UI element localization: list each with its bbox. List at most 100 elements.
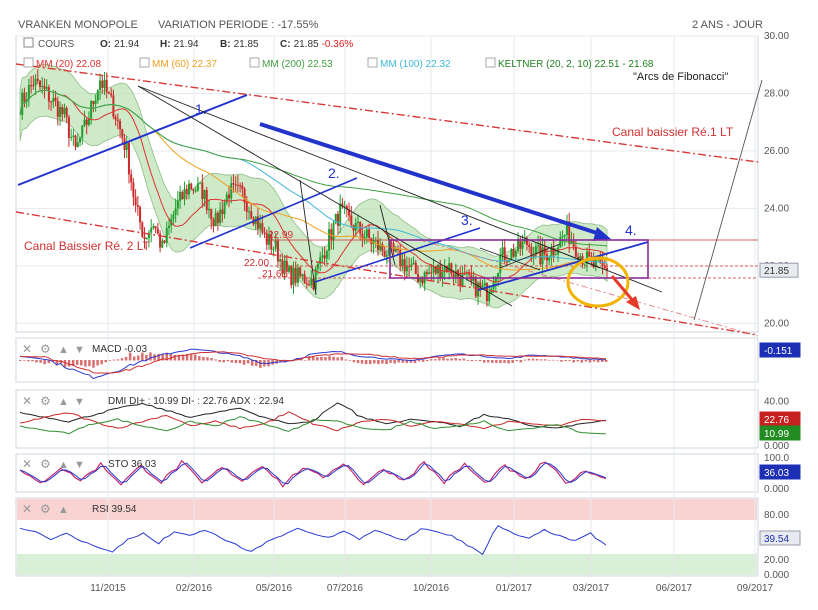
macd-histogram-bar — [67, 360, 71, 367]
sto-y-tick: 100.0 — [764, 453, 789, 464]
legend-checkbox[interactable] — [485, 57, 496, 68]
x-tick-label: 02/2016 — [176, 583, 213, 594]
sto-header: ✕ ⚙ ▲ ▼ STO 36.03 — [22, 457, 157, 471]
price-layer — [19, 63, 608, 309]
candle-body — [441, 271, 444, 279]
candle-body — [130, 174, 133, 183]
macd-histogram-bar — [246, 360, 250, 364]
macd-histogram-bar — [132, 356, 136, 361]
macd-header: ✕ ⚙ ▲ ▼ MACD -0.03 — [22, 342, 147, 356]
rsi-close-icon[interactable]: ✕ — [22, 502, 32, 516]
candle-body — [403, 259, 406, 272]
candle-body — [606, 268, 608, 271]
mm-20-line — [19, 89, 608, 283]
dmi-panel-frame — [15, 389, 759, 449]
macd-histogram-bar — [157, 353, 160, 361]
breakout-arrow-head — [626, 296, 640, 310]
legend-checkbox[interactable] — [23, 57, 34, 68]
candle-body — [343, 206, 346, 208]
candle-body — [532, 255, 535, 257]
cours-checkbox[interactable] — [23, 37, 34, 48]
candle-body — [354, 223, 357, 231]
candle-body — [165, 227, 168, 243]
macd-histogram-bar — [340, 356, 343, 361]
candle-body — [183, 188, 186, 200]
candle-body — [550, 248, 553, 258]
macd-histogram-bar — [373, 360, 376, 364]
legend-checkbox[interactable] — [249, 57, 260, 68]
candle-body — [372, 240, 375, 244]
macd-histogram-bar — [112, 359, 116, 361]
candle-body — [85, 119, 88, 125]
candle-body — [450, 263, 453, 274]
macd-histogram-bar — [96, 360, 99, 366]
legend-entry: MM (20) 22.08 — [36, 59, 101, 70]
macd-histogram-bar — [425, 360, 429, 362]
candle-body — [261, 223, 264, 233]
dmi-down-icon[interactable]: ▼ — [74, 396, 85, 408]
candle-body — [232, 183, 235, 185]
macd-down-icon[interactable]: ▼ — [74, 344, 85, 356]
candle-body — [448, 263, 451, 272]
macd-gear-icon[interactable]: ⚙ — [40, 342, 51, 356]
x-tick-label: 09/2017 — [737, 583, 774, 594]
candle-body — [310, 278, 313, 286]
macd-histogram-bar — [145, 354, 148, 361]
legend-checkbox[interactable] — [139, 57, 150, 68]
macd-histogram-bar — [576, 360, 580, 362]
macd-last-value: -0.151 — [764, 346, 793, 357]
sto-gear-icon[interactable]: ⚙ — [40, 457, 51, 471]
sto-up-icon[interactable]: ▲ — [58, 459, 69, 471]
macd-close-icon[interactable]: ✕ — [22, 342, 32, 356]
candle-body — [101, 80, 104, 89]
macd-histogram-bar — [438, 358, 441, 361]
candle-body — [574, 246, 577, 257]
macd-histogram-bar — [466, 360, 470, 361]
sto-close-icon[interactable]: ✕ — [22, 457, 32, 471]
macd-histogram-bar — [100, 360, 103, 365]
macd-histogram-bar — [442, 357, 445, 361]
downtrend-arrow-line — [259, 122, 601, 236]
candle-body — [510, 248, 513, 260]
candle-body — [143, 236, 146, 240]
candle-body — [110, 93, 113, 96]
dmi-up-icon[interactable]: ▲ — [58, 396, 69, 408]
candle-body — [74, 135, 77, 148]
macd-histogram-bar — [332, 356, 335, 361]
candle-body — [559, 237, 562, 248]
candle-body — [501, 247, 504, 256]
candle-body — [399, 249, 402, 267]
candle-body — [376, 240, 379, 251]
candle-body — [552, 248, 555, 256]
candle-body — [76, 142, 79, 148]
macd-up-icon[interactable]: ▲ — [58, 344, 69, 356]
candle-body — [136, 205, 139, 208]
drawings-layer — [15, 63, 763, 337]
candle-body — [34, 78, 37, 86]
macd-histogram-bar — [198, 356, 201, 361]
candle-body — [181, 191, 184, 200]
macd-line — [19, 348, 606, 380]
macd-histogram-bar — [279, 360, 282, 363]
candle-body — [588, 251, 591, 257]
macd-histogram-bar — [356, 360, 360, 364]
candle-body — [172, 214, 175, 220]
rsi-gear-icon[interactable]: ⚙ — [40, 502, 51, 516]
macd-histogram-bar — [519, 360, 523, 363]
dmi-gear-icon[interactable]: ⚙ — [40, 394, 51, 408]
legend-checkbox[interactable] — [367, 57, 378, 68]
dmi-close-icon[interactable]: ✕ — [22, 394, 32, 408]
sto-down-icon[interactable]: ▼ — [74, 459, 85, 471]
candle-body — [270, 234, 273, 250]
rsi-up-icon[interactable]: ▲ — [58, 504, 69, 516]
level-2200-label: 22.00 — [244, 258, 269, 269]
candle-body — [263, 232, 266, 234]
candle-body — [390, 242, 393, 244]
trendline-2 — [189, 177, 358, 249]
candle-body — [163, 240, 166, 243]
grid-lines — [16, 35, 758, 576]
macd-histogram-bar — [405, 360, 409, 364]
candle-body — [125, 142, 128, 150]
macd-histogram-bar — [592, 360, 596, 362]
